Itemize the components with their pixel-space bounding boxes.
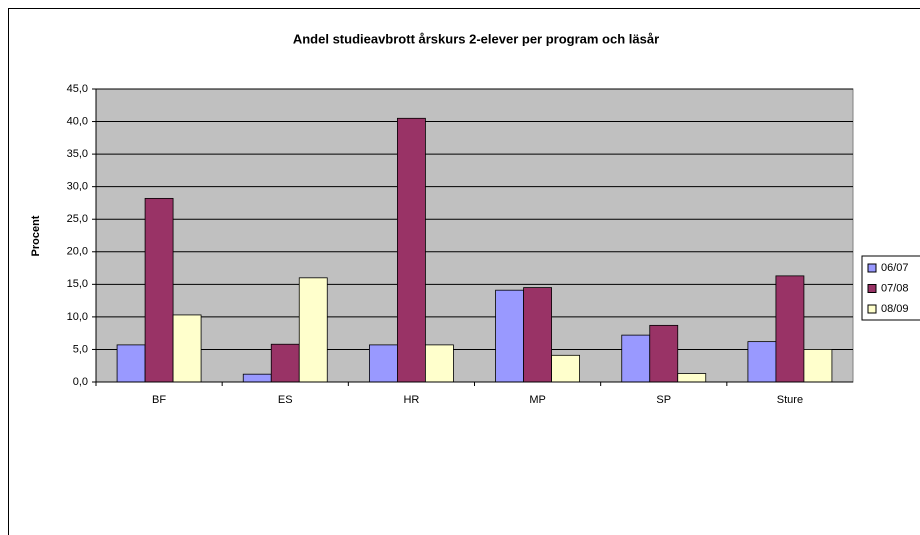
y-tick-label: 5,0 bbox=[73, 343, 88, 355]
y-tick-label: 0,0 bbox=[73, 376, 88, 388]
y-tick-label: 35,0 bbox=[67, 148, 88, 160]
y-tick-label: 15,0 bbox=[67, 278, 88, 290]
bar bbox=[551, 354, 580, 383]
legend-swatch bbox=[867, 263, 877, 273]
bar bbox=[649, 324, 679, 383]
legend-swatch bbox=[867, 304, 877, 314]
bar bbox=[677, 373, 707, 383]
y-tick-label: 40,0 bbox=[67, 115, 88, 127]
y-tick-label: 30,0 bbox=[67, 181, 88, 193]
x-tick-label: ES bbox=[278, 394, 293, 406]
bar bbox=[116, 344, 146, 383]
bar bbox=[369, 344, 398, 383]
x-tick-label: SP bbox=[656, 394, 671, 406]
y-axis-label: Procent bbox=[30, 215, 42, 256]
legend-label: 08/09 bbox=[881, 303, 909, 315]
y-tick-label: 45,0 bbox=[67, 83, 88, 95]
bar bbox=[747, 341, 777, 383]
bar bbox=[523, 287, 552, 383]
x-tick-label: MP bbox=[529, 394, 546, 406]
bar bbox=[144, 197, 174, 383]
y-tick-label: 20,0 bbox=[67, 246, 88, 258]
bar bbox=[172, 314, 202, 383]
chart-title: Andel studieavbrott årskurs 2-elever per… bbox=[293, 31, 659, 46]
bar bbox=[803, 349, 833, 383]
bar bbox=[242, 373, 272, 383]
bar bbox=[425, 344, 454, 383]
bar bbox=[298, 277, 328, 383]
bar bbox=[775, 275, 805, 383]
legend-label: 06/07 bbox=[881, 262, 909, 274]
y-tick-label: 25,0 bbox=[67, 213, 88, 225]
bar bbox=[397, 117, 426, 383]
legend-label: 07/08 bbox=[881, 282, 909, 294]
x-tick-label: Sture bbox=[777, 394, 803, 406]
x-tick-label: HR bbox=[403, 394, 419, 406]
legend-swatch bbox=[867, 284, 877, 293]
bar bbox=[495, 289, 524, 383]
bar bbox=[621, 334, 651, 383]
y-tick-label: 10,0 bbox=[67, 311, 88, 323]
plot-area bbox=[95, 88, 854, 383]
x-tick-label: BF bbox=[152, 394, 166, 406]
bar bbox=[270, 343, 300, 383]
